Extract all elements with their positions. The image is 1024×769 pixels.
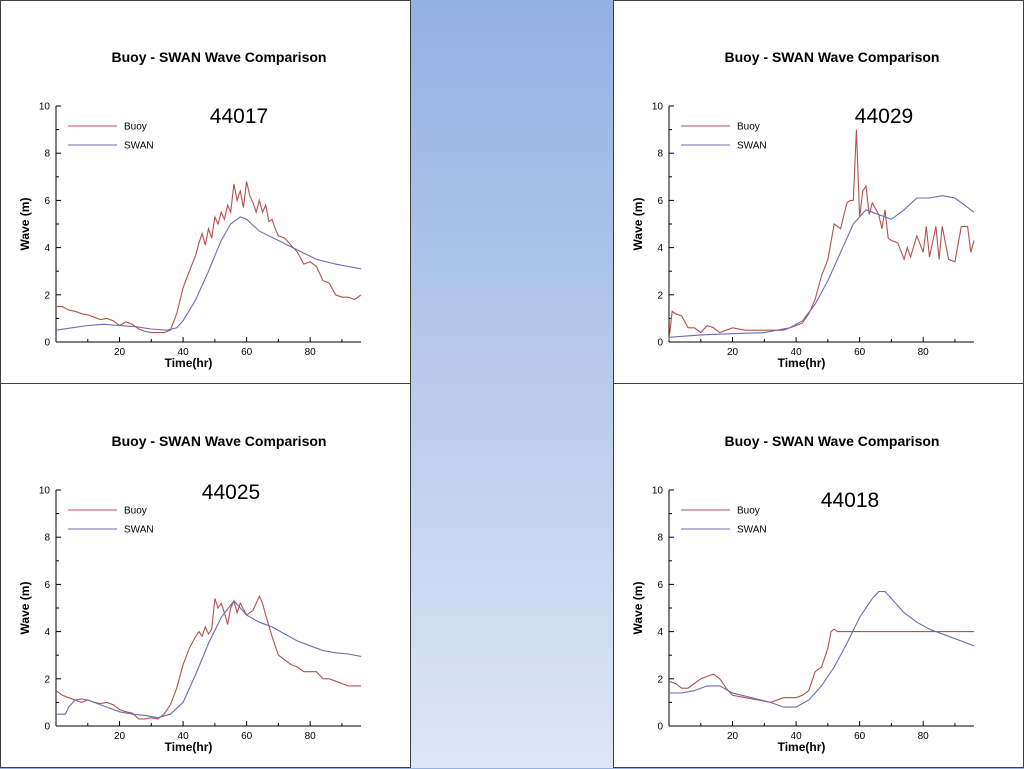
station-id-label: 44017 (210, 105, 268, 128)
chart-panel-44018: Buoy - SWAN Wave Comparison 0 2 4 6 8 10 20 40 60… (613, 383, 1024, 768)
series-line-swan (668, 195, 975, 338)
y-tick-label: 10 (39, 486, 51, 497)
y-tick-label: 10 (652, 102, 664, 113)
wave-chart-44017: Buoy - SWAN Wave Comparison 0 2 4 6 8 10 20 40 60… (18, 49, 362, 370)
series-line-swan (55, 216, 362, 331)
y-axis-label: Wave (m) (631, 198, 645, 251)
x-tick-label: 60 (854, 731, 866, 742)
y-tick-label: 0 (657, 722, 663, 733)
chart-title: Buoy - SWAN Wave Comparison (725, 433, 940, 449)
y-axis-label: Wave (m) (18, 582, 32, 635)
x-tick-label: 80 (305, 731, 317, 742)
series-line-buoy (56, 181, 362, 334)
x-axis-label: Time(hr) (778, 740, 826, 754)
series-line-swan (56, 600, 362, 719)
series-line-buoy (668, 129, 975, 340)
series-line-buoy (668, 628, 974, 703)
legend-label-buoy: Buoy (124, 506, 147, 517)
chart-panel-44017: Buoy - SWAN Wave Comparison 0 2 4 6 8 10 20 40 60… (0, 0, 411, 384)
x-tick-label: 80 (918, 731, 930, 742)
legend-label-swan: SWAN (737, 525, 767, 536)
station-id-label: 44029 (855, 105, 913, 128)
x-tick-label: 60 (854, 347, 866, 358)
y-tick-label: 2 (44, 290, 50, 301)
x-tick-label: 20 (114, 731, 126, 742)
chart-title: Buoy - SWAN Wave Comparison (112, 49, 327, 65)
legend-label-buoy: Buoy (737, 122, 760, 133)
y-tick-label: 4 (44, 243, 50, 254)
y-tick-label: 10 (39, 102, 51, 113)
legend-label-swan: SWAN (737, 141, 767, 152)
x-tick-label: 20 (114, 347, 126, 358)
y-tick-label: 0 (44, 722, 50, 733)
x-axis-label: Time(hr) (165, 740, 213, 754)
legend-label-swan: SWAN (124, 525, 154, 536)
y-tick-label: 10 (652, 486, 664, 497)
y-tick-label: 2 (657, 290, 663, 301)
x-tick-label: 80 (918, 347, 930, 358)
y-tick-label: 2 (657, 674, 663, 685)
y-tick-label: 4 (657, 627, 663, 638)
y-tick-label: 4 (657, 243, 663, 254)
y-axis-label: Wave (m) (631, 582, 645, 635)
y-tick-label: 6 (657, 196, 663, 207)
legend-label-buoy: Buoy (737, 506, 760, 517)
y-tick-label: 8 (657, 149, 663, 160)
y-tick-label: 4 (44, 627, 50, 638)
x-tick-label: 80 (305, 347, 317, 358)
chart-panel-44029: Buoy - SWAN Wave Comparison 0 2 4 6 8 10 20 40 60… (613, 0, 1024, 384)
x-tick-label: 40 (791, 347, 803, 358)
x-tick-label: 60 (241, 731, 253, 742)
x-axis-label: Time(hr) (778, 356, 826, 370)
y-axis-label: Wave (m) (18, 198, 32, 251)
legend-label-buoy: Buoy (124, 122, 147, 133)
x-tick-label: 20 (727, 347, 739, 358)
chart-panel-44025: Buoy - SWAN Wave Comparison 0 2 4 6 8 10 20 40 60… (0, 383, 411, 768)
y-tick-label: 8 (44, 149, 50, 160)
station-id-label: 44018 (821, 489, 879, 512)
wave-chart-44018: Buoy - SWAN Wave Comparison 0 2 4 6 8 10 20 40 60… (631, 433, 975, 754)
y-tick-label: 6 (44, 580, 50, 591)
x-tick-label: 40 (178, 347, 190, 358)
y-tick-label: 6 (657, 580, 663, 591)
wave-chart-44025: Buoy - SWAN Wave Comparison 0 2 4 6 8 10 20 40 60… (18, 433, 362, 754)
x-tick-label: 20 (727, 731, 739, 742)
y-tick-label: 8 (44, 533, 50, 544)
y-tick-label: 6 (44, 196, 50, 207)
x-tick-label: 40 (791, 731, 803, 742)
chart-title: Buoy - SWAN Wave Comparison (112, 433, 327, 449)
legend-label-swan: SWAN (124, 141, 154, 152)
series-line-swan (669, 590, 975, 708)
x-axis-label: Time(hr) (165, 356, 213, 370)
x-tick-label: 40 (178, 731, 190, 742)
wave-chart-44029: Buoy - SWAN Wave Comparison 0 2 4 6 8 10 20 40 60… (631, 49, 975, 370)
station-id-label: 44025 (202, 481, 260, 504)
y-tick-label: 2 (44, 674, 50, 685)
x-tick-label: 60 (241, 347, 253, 358)
y-tick-label: 0 (657, 338, 663, 349)
y-tick-label: 8 (657, 533, 663, 544)
y-tick-label: 0 (44, 338, 50, 349)
series-line-buoy (55, 594, 361, 720)
chart-title: Buoy - SWAN Wave Comparison (725, 49, 940, 65)
